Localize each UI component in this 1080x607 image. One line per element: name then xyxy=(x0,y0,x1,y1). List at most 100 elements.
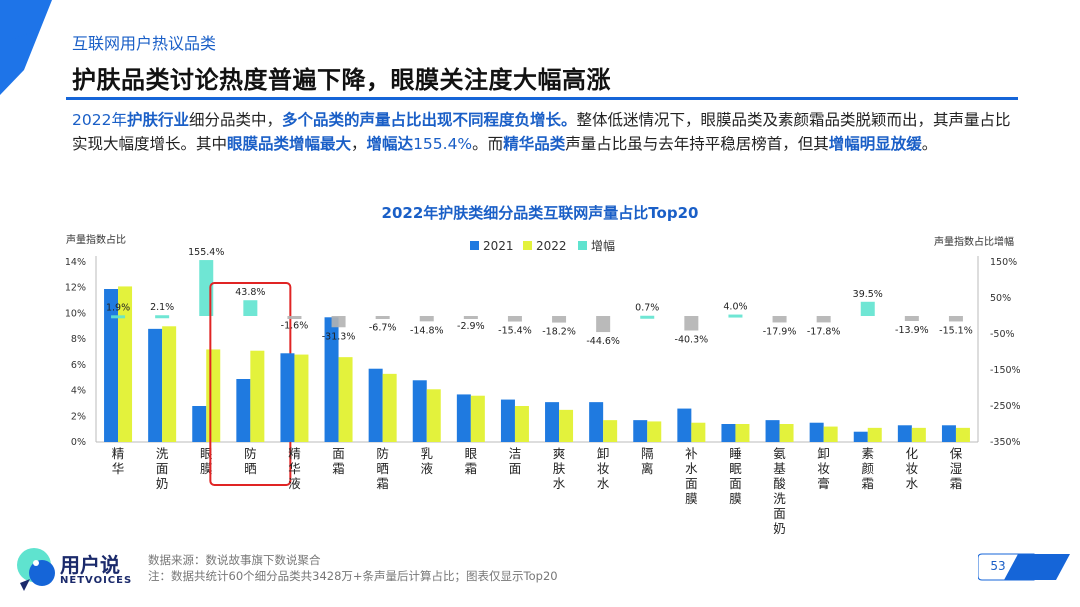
bar-2021 xyxy=(192,406,207,442)
category-label: 水 xyxy=(685,461,698,476)
growth-label: -31.3% xyxy=(322,331,356,342)
growth-label: 2.1% xyxy=(150,302,174,313)
category-label: 卸 xyxy=(597,446,610,461)
y-tick-label-left: 2% xyxy=(71,411,86,422)
y-tick-label-left: 12% xyxy=(65,283,86,294)
category-label: 精 xyxy=(288,446,301,461)
y-tick-label-left: 4% xyxy=(71,386,86,397)
y-tick-label-left: 0% xyxy=(71,437,86,448)
growth-marker xyxy=(772,316,787,323)
category-label: 奶 xyxy=(156,476,169,491)
brand-name-en: NETVOICES xyxy=(60,575,133,586)
category-label: 洁 xyxy=(509,446,522,461)
bar-2021 xyxy=(677,408,692,442)
category-label: 面 xyxy=(685,476,698,491)
bar-2022 xyxy=(823,426,838,442)
category-label: 奶 xyxy=(773,521,786,536)
bar-2022 xyxy=(911,427,926,442)
y-tick-label-right: -350% xyxy=(990,437,1021,448)
category-label: 晒 xyxy=(376,461,389,476)
category-label: 化 xyxy=(906,446,919,461)
growth-marker xyxy=(640,315,655,319)
category-label: 肤 xyxy=(553,461,566,476)
growth-label: -18.2% xyxy=(542,327,576,338)
category-label: 酸 xyxy=(773,476,786,491)
category-label: 面 xyxy=(156,461,169,476)
page-number-badge xyxy=(978,553,1070,581)
category-label: 卸 xyxy=(817,446,830,461)
growth-label: -14.8% xyxy=(410,325,444,336)
bar-2022 xyxy=(559,409,574,442)
source-line: 数据来源：数说故事旗下数说聚合 xyxy=(148,553,321,567)
bar-2021 xyxy=(236,379,251,442)
y-tick-label-right: 50% xyxy=(990,293,1011,304)
bar-2022 xyxy=(206,349,221,442)
bar-2021 xyxy=(280,353,295,442)
bar-2021 xyxy=(324,317,339,442)
bar-2021 xyxy=(721,424,736,442)
category-label: 精 xyxy=(112,446,125,461)
growth-label: -17.9% xyxy=(763,326,797,337)
page-number: 53 xyxy=(990,559,1006,573)
data-source-note: 数据来源：数说故事旗下数说聚合 注：数据共统计60个细分品类共3428万+条声量… xyxy=(148,552,558,584)
section-label: 互联网用户热议品类 xyxy=(72,34,217,53)
title-divider xyxy=(66,97,1018,100)
category-label: 面 xyxy=(332,446,345,461)
growth-marker xyxy=(684,316,699,331)
chart-title: 2022年护肤类细分品类互联网声量占比Top20 xyxy=(381,204,699,222)
growth-label: -1.6% xyxy=(281,321,309,332)
legend-swatch xyxy=(523,241,532,250)
growth-marker xyxy=(904,316,919,322)
growth-label: 4.0% xyxy=(723,302,747,313)
corner-decoration xyxy=(0,0,52,95)
growth-marker xyxy=(507,316,522,322)
category-label: 基 xyxy=(773,461,786,476)
category-label: 补 xyxy=(685,446,698,461)
y-axis-label-right: 声量指数占比增幅 xyxy=(934,235,1014,248)
bar-2022 xyxy=(426,389,441,442)
growth-marker xyxy=(596,316,611,333)
legend-swatch xyxy=(578,241,587,250)
bar-2022 xyxy=(955,427,970,442)
category-label: 面 xyxy=(509,461,522,476)
bar-2021 xyxy=(809,422,824,442)
category-label: 防 xyxy=(244,446,257,461)
netvoices-logo-icon xyxy=(17,548,55,591)
category-label: 妆 xyxy=(817,461,830,476)
bar-2022 xyxy=(647,421,662,442)
category-label: 面 xyxy=(773,506,786,521)
bar-2022 xyxy=(294,354,309,442)
bar-2021 xyxy=(412,380,427,442)
growth-label: -44.6% xyxy=(586,336,620,347)
category-label: 爽 xyxy=(553,446,566,461)
category-label: 液 xyxy=(420,461,433,476)
category-label: 霜 xyxy=(376,476,389,491)
category-label: 湿 xyxy=(950,461,963,476)
category-label: 霜 xyxy=(861,476,874,491)
footnote-line: 注：数据共统计60个细分品类共3428万+条声量后计算占比；图表仅显示Top20 xyxy=(148,569,558,583)
y-tick-label-right: 150% xyxy=(990,257,1017,268)
bar-2021 xyxy=(456,394,471,442)
growth-marker xyxy=(463,316,478,319)
y-tick-label-left: 14% xyxy=(65,257,86,268)
bar-2021 xyxy=(589,402,604,442)
growth-label: -2.9% xyxy=(457,321,485,332)
bar-2021 xyxy=(941,425,956,442)
category-label: 保 xyxy=(950,446,963,461)
legend-label: 增幅 xyxy=(591,238,615,253)
category-label: 霜 xyxy=(332,461,345,476)
growth-label: -6.7% xyxy=(369,322,397,333)
legend-label: 2022 xyxy=(536,239,567,253)
y-tick-label-right: -50% xyxy=(990,329,1015,340)
bar-2021 xyxy=(897,425,912,442)
growth-marker xyxy=(419,316,434,322)
category-label: 膏 xyxy=(817,476,830,491)
bar-2022 xyxy=(338,357,353,442)
category-label: 眠 xyxy=(729,461,742,476)
y-tick-label-right: -250% xyxy=(990,401,1021,412)
growth-marker xyxy=(728,314,743,318)
y-tick-label-left: 10% xyxy=(65,308,86,319)
intro-paragraph: 2022年护肤行业细分品类中，多个品类的声量占比出现不同程度负增长。整体低迷情况… xyxy=(72,111,1011,153)
growth-label: -13.9% xyxy=(895,325,929,336)
bar-2022 xyxy=(514,406,529,442)
